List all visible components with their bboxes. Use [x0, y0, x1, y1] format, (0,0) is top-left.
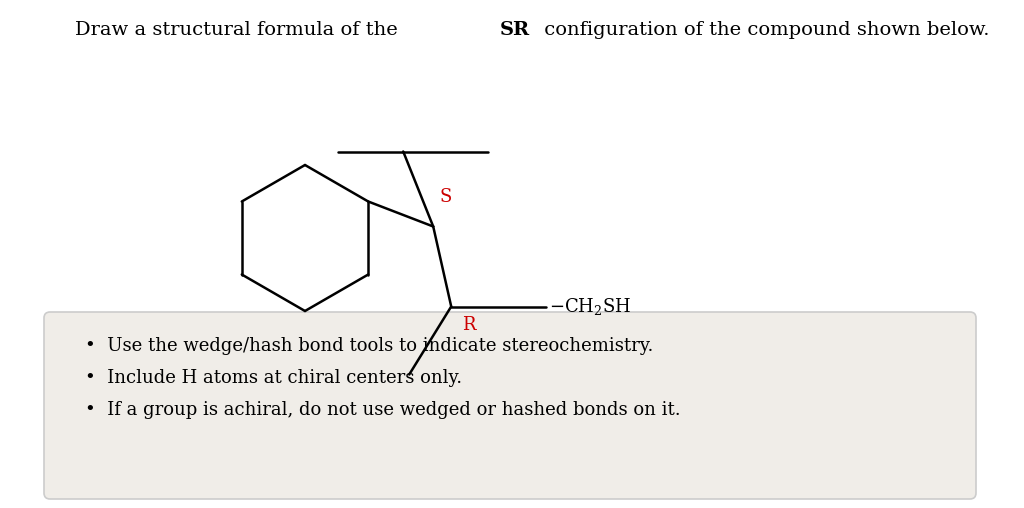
Text: S: S: [439, 187, 452, 206]
Text: •  Use the wedge/hash bond tools to indicate stereochemistry.: • Use the wedge/hash bond tools to indic…: [85, 337, 653, 355]
Text: SR: SR: [500, 21, 529, 39]
Text: •  Include H atoms at chiral centers only.: • Include H atoms at chiral centers only…: [85, 369, 462, 387]
Text: R: R: [463, 315, 476, 333]
Text: configuration of the compound shown below.: configuration of the compound shown belo…: [539, 21, 990, 39]
FancyBboxPatch shape: [44, 312, 976, 499]
Text: Draw a structural formula of the: Draw a structural formula of the: [75, 21, 404, 39]
Text: $\mathregular{-CH_2SH}$: $\mathregular{-CH_2SH}$: [549, 296, 632, 317]
Text: •  If a group is achiral, do not use wedged or hashed bonds on it.: • If a group is achiral, do not use wedg…: [85, 401, 681, 419]
